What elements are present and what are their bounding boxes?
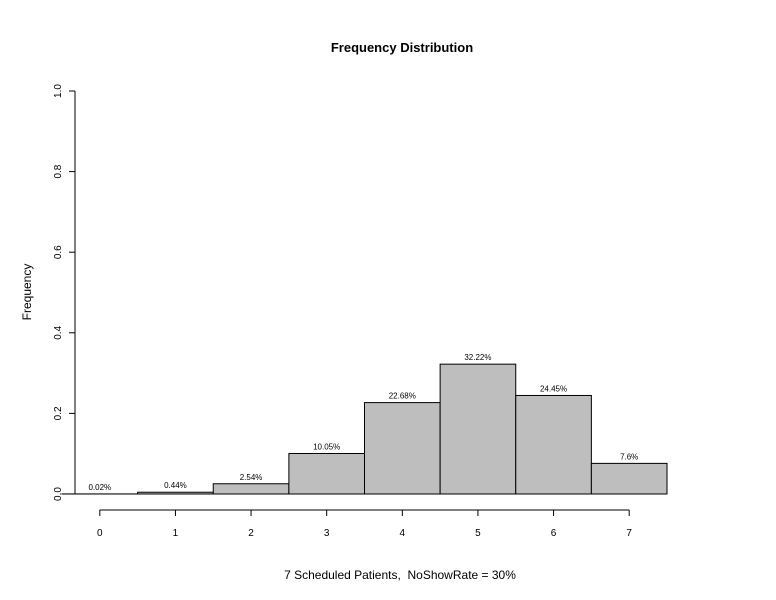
x-tick-label: 2 bbox=[248, 528, 254, 539]
y-tick-label: 0.4 bbox=[53, 325, 64, 339]
bar bbox=[288, 452, 365, 495]
value-label: 0.02% bbox=[88, 483, 111, 492]
chart-title: Frequency Distribution bbox=[331, 40, 473, 55]
x-axis-label: 7 Scheduled Patients, NoShowRate = 30% bbox=[284, 568, 516, 582]
value-label: 10.05% bbox=[313, 442, 340, 451]
y-tick-label: 0.8 bbox=[53, 164, 64, 178]
value-label: 24.45% bbox=[540, 384, 567, 393]
x-tick-label: 4 bbox=[400, 528, 406, 539]
x-tick-label: 7 bbox=[626, 528, 632, 539]
y-tick-label: 0.6 bbox=[53, 245, 64, 259]
value-label: 2.54% bbox=[240, 473, 263, 482]
y-tick-label: 0.2 bbox=[53, 406, 64, 420]
y-tick-label: 0.0 bbox=[53, 487, 64, 501]
x-tick-label: 0 bbox=[97, 528, 103, 539]
x-tick-label: 3 bbox=[324, 528, 330, 539]
bar bbox=[212, 483, 290, 495]
bar bbox=[590, 462, 668, 495]
y-axis-label: Frequency bbox=[20, 264, 34, 321]
bar bbox=[364, 402, 441, 495]
value-label: 0.44% bbox=[164, 481, 187, 490]
x-tick-label: 6 bbox=[551, 528, 557, 539]
x-tick-label: 5 bbox=[475, 528, 481, 539]
bar bbox=[515, 394, 592, 495]
bar bbox=[439, 363, 517, 495]
x-tick-label: 1 bbox=[173, 528, 179, 539]
value-label: 7.6% bbox=[620, 452, 638, 461]
value-label: 22.68% bbox=[389, 392, 416, 401]
value-label: 32.22% bbox=[464, 353, 491, 362]
y-tick-label: 1.0 bbox=[53, 84, 64, 98]
bar bbox=[137, 491, 214, 495]
